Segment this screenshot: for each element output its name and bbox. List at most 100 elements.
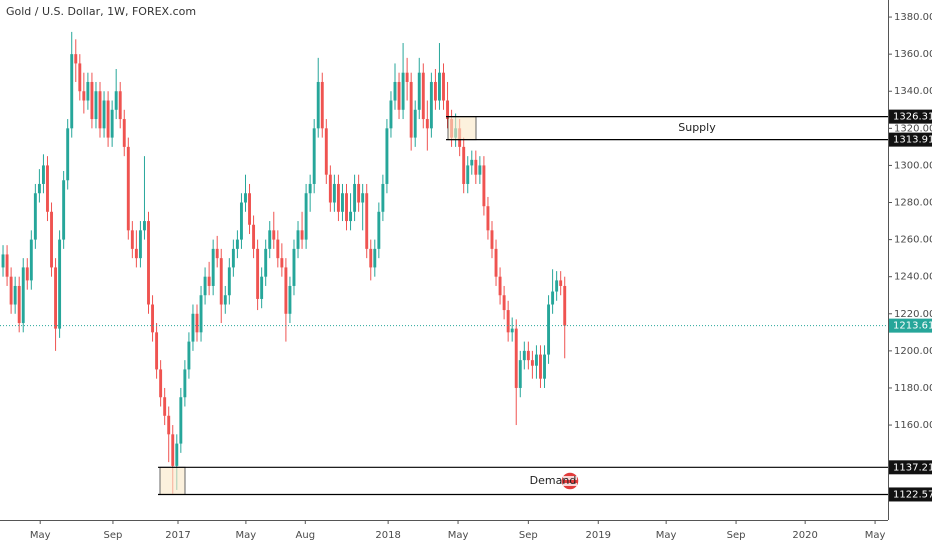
candle-body (433, 81, 437, 101)
price-label: 1326.31 (893, 112, 932, 123)
candle-body (308, 183, 312, 194)
x-tick-label: May (448, 530, 469, 541)
candle-body (268, 230, 272, 249)
candle-body (252, 224, 256, 249)
candle-body (147, 221, 150, 305)
candle-body (543, 354, 546, 379)
y-tick-label: 1280.00 (894, 198, 932, 209)
candle-body (195, 313, 199, 333)
candle-body (86, 81, 90, 101)
zone-highlight (447, 116, 477, 141)
y-tick-label: 1240.00 (894, 272, 932, 283)
candle-body (429, 81, 433, 129)
candle-body (530, 360, 534, 366)
x-tick-label: May (865, 530, 886, 541)
candle-body (336, 183, 340, 212)
candle-body (539, 354, 542, 379)
y-tick-label: 1260.00 (894, 235, 932, 246)
candle-body (110, 109, 114, 138)
candle-body (211, 248, 215, 286)
candle-body (66, 128, 70, 181)
candle-body (264, 248, 268, 277)
candle-body (98, 91, 102, 129)
candle-body (260, 276, 264, 299)
price-label-box (889, 460, 932, 475)
y-tick-label: 1160.00 (894, 420, 932, 431)
zone-highlight (159, 466, 186, 495)
candle-body (167, 415, 171, 435)
candle-body (300, 230, 304, 240)
candle-body (219, 258, 223, 305)
candle-body (502, 295, 506, 311)
candle-body (478, 165, 482, 175)
candle-body (466, 165, 470, 184)
candle-body (401, 72, 405, 110)
candle-body (462, 146, 466, 184)
candle-body (106, 100, 110, 138)
candle-body (9, 276, 13, 305)
candle-body (199, 295, 203, 333)
price-label: 1137.21 (893, 462, 932, 473)
candle-body (50, 211, 53, 268)
candle-body (78, 63, 82, 92)
x-tick-label: Sep (104, 530, 123, 541)
candle-body (159, 369, 163, 398)
candle-body (155, 332, 159, 370)
candle-body (551, 291, 555, 305)
candle-body (272, 230, 276, 240)
y-tick-label: 1180.00 (894, 383, 932, 394)
candle-body (280, 258, 284, 268)
plot (1, 31, 567, 494)
candle-body (114, 91, 118, 110)
candle-body (82, 91, 86, 101)
x-tick-label: Sep (519, 530, 538, 541)
candle-body (46, 165, 49, 212)
candle-body (183, 369, 187, 398)
candle-body (316, 81, 320, 129)
candle-body (514, 328, 518, 388)
candle-body (373, 248, 377, 268)
candle-body (320, 81, 324, 129)
candle-body (312, 128, 316, 184)
candle-body (5, 254, 9, 277)
y-tick-label: 1300.00 (894, 160, 932, 171)
price-label-box (889, 487, 932, 502)
candle-body (385, 128, 389, 184)
x-tick-label: 2017 (165, 530, 190, 541)
candle-body (126, 146, 130, 231)
candle-body (17, 285, 21, 324)
y-tick-label: 1360.00 (894, 49, 932, 60)
candle-body (163, 397, 167, 416)
zone-label: Demand (530, 474, 577, 487)
candle-body (446, 100, 449, 120)
y-tick-label: 1220.00 (894, 309, 932, 320)
candle-body (304, 193, 308, 240)
candle-body (207, 276, 211, 286)
candle-body (29, 239, 33, 281)
candle-body (1, 254, 5, 268)
candle-body (494, 248, 498, 277)
candle-body (292, 248, 296, 286)
candle-body (442, 72, 445, 101)
chart-title: Gold / U.S. Dollar, 1W, FOREX.com (6, 5, 196, 18)
candle-body (357, 183, 361, 203)
candle-body (341, 193, 344, 212)
candle-body (490, 230, 494, 249)
candle-body (332, 183, 336, 203)
candle-body (191, 313, 195, 342)
candle-body (296, 230, 300, 249)
candle-body (94, 91, 98, 120)
candle-body (203, 276, 207, 296)
candle-body (353, 183, 357, 212)
candle-body (510, 328, 514, 333)
candle-body (41, 165, 45, 184)
candle-body (102, 100, 106, 129)
candle-body (381, 183, 385, 212)
y-tick-label: 1380.00 (894, 12, 932, 23)
candle-body (470, 159, 474, 166)
candle-body (74, 54, 78, 64)
candle-body (369, 248, 373, 268)
candle-body (284, 267, 288, 314)
candle-body (506, 310, 510, 333)
